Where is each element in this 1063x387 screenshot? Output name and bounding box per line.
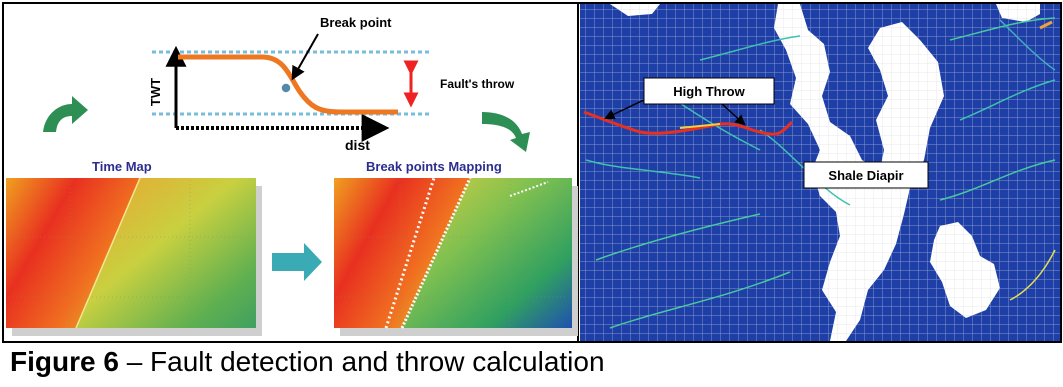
- y-axis-label: TWT: [148, 78, 163, 106]
- break-points-mapping-panel: [334, 177, 578, 336]
- time-map-panel: [6, 177, 262, 336]
- break-point-label: Break point: [320, 15, 392, 30]
- high-throw-label: High Throw: [673, 84, 745, 99]
- fault-traces: [585, 17, 1056, 329]
- break-point-marker: [280, 82, 292, 94]
- break-curve: [178, 54, 398, 115]
- shale-diapir-label-box: [803, 161, 929, 189]
- high-throw-pointer-left: [604, 97, 649, 120]
- teal-arrow-icon: [272, 243, 322, 281]
- caption-text: – Fault detection and throw calculation: [118, 346, 605, 377]
- fault-throw-label: Fault's throw: [440, 77, 515, 91]
- throw-map: High Throw Shale Diapir: [580, 4, 1060, 341]
- schematic-diagram: Break point TWT dist Fault's throw: [148, 15, 515, 153]
- break-point-pointer: [291, 33, 319, 81]
- high-throw-label-box: [643, 77, 775, 105]
- curved-arrow-right-icon: [482, 112, 530, 152]
- figure-number: Figure 6: [10, 346, 119, 377]
- time-map-title: Time Map: [92, 159, 152, 174]
- curved-arrow-left-icon: [43, 96, 88, 132]
- figure-caption: Figure 6 – Fault detection and throw cal…: [10, 346, 605, 378]
- break-points-mapping-title: Break points Mapping: [366, 159, 502, 174]
- high-throw-pointer-right: [721, 103, 746, 126]
- x-axis-label: dist: [345, 137, 370, 153]
- figure-border: [2, 2, 1062, 343]
- shale-diapir-label: Shale Diapir: [828, 168, 903, 183]
